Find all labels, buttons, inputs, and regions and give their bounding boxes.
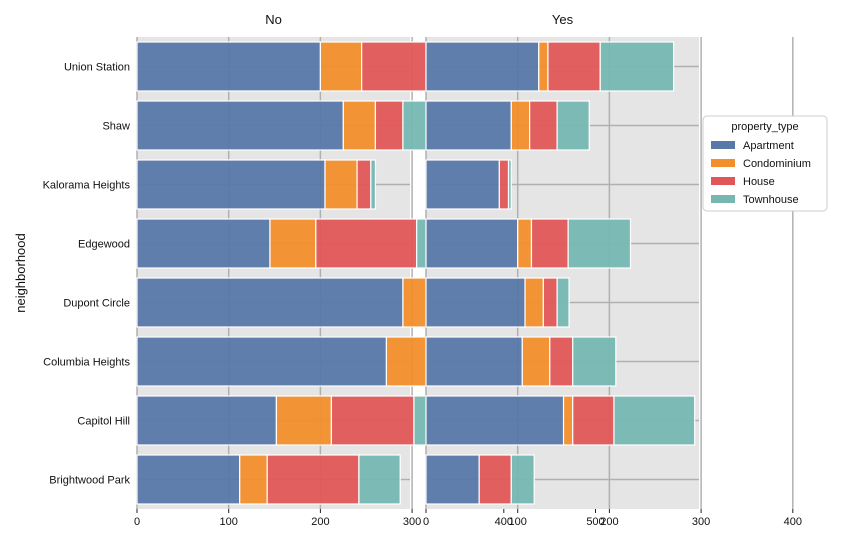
- bar-townhouse-capitol-hill: [613, 395, 696, 446]
- legend-label-house: House: [743, 176, 775, 188]
- panel-title: No: [265, 12, 282, 27]
- bar-condominium-shaw: [342, 100, 377, 151]
- y-tick-label: Dupont Circle: [63, 298, 130, 310]
- legend-box: [702, 115, 828, 212]
- legend-swatch-townhouse: [711, 195, 735, 203]
- bar-apartment-shaw: [425, 100, 512, 151]
- x-tick-label: 200: [311, 516, 329, 528]
- bar-house-union-station: [547, 41, 601, 92]
- bar-house-shaw: [529, 100, 558, 151]
- bar-house-kalorama-heights: [498, 159, 510, 210]
- bar-house-brightwood-park: [478, 454, 512, 505]
- x-tick-label: 300: [692, 516, 710, 528]
- x-tick-label: 400: [784, 516, 802, 528]
- bar-house-shaw: [374, 100, 404, 151]
- bar-house-brightwood-park: [266, 454, 360, 505]
- bar-house-kalorama-heights: [356, 159, 372, 210]
- bar-apartment-capitol-hill: [136, 395, 277, 446]
- panel-yes: 0 100 200 300 400 500 Yes: [423, 12, 802, 528]
- bar-apartment-columbia-heights: [136, 336, 388, 387]
- bar-condominium-edgewood: [269, 218, 317, 269]
- bar-house-edgewood: [315, 218, 418, 269]
- legend-swatch-house: [711, 177, 735, 185]
- bar-condominium-edgewood: [517, 218, 533, 269]
- x-tick-label: 200: [600, 516, 618, 528]
- bar-apartment-union-station: [425, 41, 540, 92]
- legend-swatch-apartment: [711, 141, 735, 149]
- bar-apartment-kalorama-heights: [136, 159, 326, 210]
- bar-townhouse-brightwood-park: [358, 454, 401, 505]
- y-tick-label: Union Station: [64, 62, 130, 74]
- y-tick-label: Brightwood Park: [49, 475, 130, 487]
- bar-condominium-kalorama-heights: [324, 159, 358, 210]
- y-tick-label: Capitol Hill: [77, 416, 130, 428]
- bar-apartment-columbia-heights: [425, 336, 523, 387]
- bar-apartment-shaw: [136, 100, 344, 151]
- x-tick-label: 0: [423, 516, 429, 528]
- bar-house-columbia-heights: [549, 336, 574, 387]
- bar-townhouse-columbia-heights: [572, 336, 617, 387]
- legend-swatch-condominium: [711, 159, 735, 167]
- bar-condominium-brightwood-park: [239, 454, 268, 505]
- bar-apartment-dupont-circle: [136, 277, 404, 328]
- y-tick-label: Columbia Heights: [43, 357, 130, 369]
- bar-apartment-edgewood: [136, 218, 271, 269]
- y-axis-label-group: neighborhood: [13, 233, 28, 313]
- x-tick-label: 0: [134, 516, 140, 528]
- bar-townhouse-shaw: [556, 100, 590, 151]
- bar-house-edgewood: [530, 218, 569, 269]
- bar-condominium-capitol-hill: [562, 395, 574, 446]
- legend-label-townhouse: Townhouse: [743, 194, 799, 206]
- legend-label-condominium: Condominium: [743, 158, 811, 170]
- bar-house-dupont-circle: [542, 277, 558, 328]
- bar-apartment-brightwood-park: [425, 454, 480, 505]
- bar-apartment-capitol-hill: [425, 395, 565, 446]
- bar-apartment-kalorama-heights: [425, 159, 500, 210]
- x-tick-label: 400: [495, 516, 513, 528]
- bar-condominium-shaw: [510, 100, 531, 151]
- y-axis-label: neighborhood: [13, 233, 28, 313]
- x-tick-label: 100: [509, 516, 527, 528]
- bar-condominium-dupont-circle: [524, 277, 544, 328]
- x-tick-label: 300: [403, 516, 421, 528]
- bar-house-capitol-hill: [330, 395, 415, 446]
- bar-condominium-columbia-heights: [521, 336, 551, 387]
- bar-townhouse-dupont-circle: [556, 277, 570, 328]
- x-tick-label: 100: [220, 516, 238, 528]
- bar-condominium-capitol-hill: [275, 395, 333, 446]
- bar-townhouse-brightwood-park: [510, 454, 535, 505]
- panels: 0 100 200 300 400 500 Union Station Shaw Kaloram…: [43, 12, 802, 528]
- bar-apartment-edgewood: [425, 218, 519, 269]
- bar-condominium-union-station: [538, 41, 549, 92]
- bar-townhouse-union-station: [599, 41, 675, 92]
- legend: property_type Apartment Condominium House To…: [702, 115, 828, 212]
- legend-label-apartment: Apartment: [743, 140, 794, 152]
- y-tick-label: Kalorama Heights: [43, 180, 131, 192]
- bar-apartment-brightwood-park: [136, 454, 241, 505]
- panel-title: Yes: [552, 12, 574, 27]
- bar-condominium-union-station: [319, 41, 363, 92]
- legend-title: property_type: [731, 121, 798, 133]
- y-tick-label: Edgewood: [78, 239, 130, 251]
- bar-townhouse-edgewood: [567, 218, 632, 269]
- bar-townhouse-kalorama-heights: [507, 159, 512, 210]
- y-tick-label: Shaw: [102, 121, 130, 133]
- x-tick-label: 500: [586, 516, 604, 528]
- bar-house-capitol-hill: [572, 395, 615, 446]
- bar-apartment-union-station: [136, 41, 321, 92]
- bar-townhouse-kalorama-heights: [370, 159, 377, 210]
- bar-apartment-dupont-circle: [425, 277, 526, 328]
